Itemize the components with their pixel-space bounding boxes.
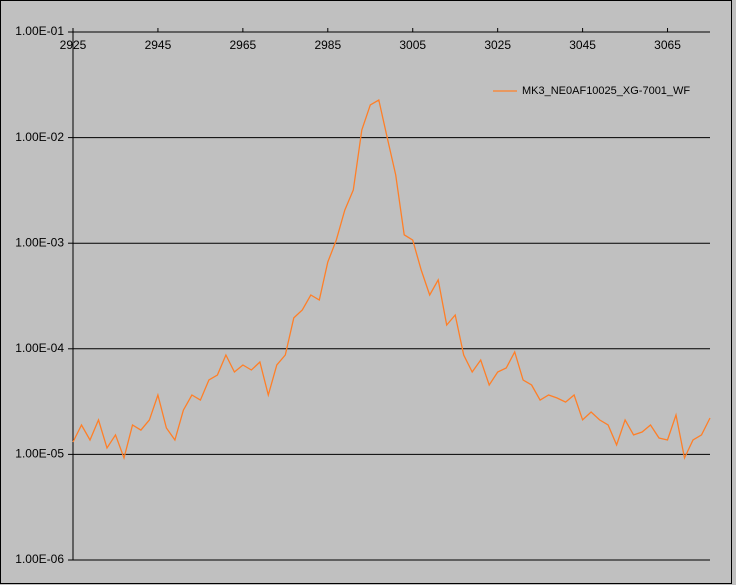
y-tick-label: 1.00E-06 [15,552,64,566]
data-line [72,98,711,461]
y-tick-label: 1.00E-03 [15,235,64,249]
x-tick-label: 2945 [145,38,172,52]
x-tick-label: 3025 [484,38,511,52]
y-tick-label: 1.00E-05 [15,447,64,461]
plot-area [73,32,710,560]
x-tick-label: 3065 [654,38,681,52]
legend-label: MK3_NE0AF10025_XG-7001_WF [522,85,690,97]
y-tick-label: 1.00E-01 [15,24,64,38]
y-tick-label: 1.00E-02 [15,130,64,144]
x-tick-label: 3045 [569,38,596,52]
x-tick-label: 2985 [314,38,341,52]
y-tick-label: 1.00E-04 [15,341,64,355]
x-tick-label: 2965 [230,38,257,52]
x-tick-label: 3005 [399,38,426,52]
